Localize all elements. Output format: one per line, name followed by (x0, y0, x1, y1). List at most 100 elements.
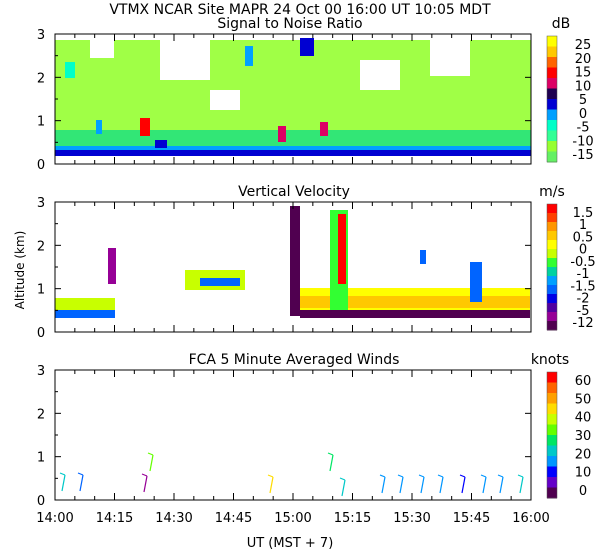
y-tick-label: 3 (37, 28, 45, 43)
winds-title: FCA 5 Minute Averaged Winds (189, 352, 400, 368)
wind-barb (79, 474, 84, 492)
colorbar-swatch (547, 67, 557, 79)
colorbar-label: 15 (575, 66, 592, 81)
wind-barb (61, 474, 66, 492)
wind-barb (519, 476, 524, 494)
colorbar-swatch (547, 294, 557, 304)
snr-blob-7 (96, 120, 102, 134)
y-tick-label: 1 (37, 451, 45, 466)
snr-gap-2 (160, 40, 210, 80)
y-tick-label: 1 (37, 115, 45, 130)
colorbar-label: -1.5 (570, 279, 595, 294)
colorbar-swatch (547, 204, 557, 214)
vel-column-3 (338, 214, 346, 284)
snr-blob-2 (320, 122, 328, 136)
x-tick-label: 15:30 (393, 511, 430, 526)
colorbar-label: 0.5 (573, 230, 594, 245)
snr-blob-6 (245, 46, 253, 66)
colorbar-label: -5 (577, 304, 590, 319)
snr-panel (55, 34, 531, 164)
colorbar-swatch (547, 141, 557, 152)
colorbar-label: 5 (579, 93, 587, 108)
colorbar-frame (546, 35, 558, 163)
x-tick-label: 14:30 (155, 511, 192, 526)
wind-barb (482, 476, 487, 494)
vel-column-5 (470, 262, 482, 302)
colorbar-label: 20 (575, 447, 592, 462)
wind-barb-flag (397, 474, 404, 478)
snr-blob-1 (300, 38, 314, 56)
wind-barb (329, 454, 334, 472)
x-tick-label: 15:00 (274, 511, 311, 526)
snr-unit: dB (552, 16, 571, 32)
wind-barb (269, 476, 274, 494)
colorbar-swatch (547, 109, 557, 121)
snr-gap-1 (90, 40, 114, 58)
colorbar-swatch (547, 477, 557, 488)
wind-barb (381, 476, 386, 494)
snr-blob-8 (155, 140, 167, 148)
colorbar-label: -12 (572, 316, 593, 331)
colorbar-swatch (547, 258, 557, 268)
x-tick-label: 14:00 (36, 511, 73, 526)
colorbar-swatch (547, 249, 557, 259)
vel-mid-layer-2 (200, 278, 240, 286)
colorbar-label: -2 (577, 292, 590, 307)
colorbar-swatch (547, 276, 557, 286)
colorbar-swatch (547, 46, 557, 58)
x-tick-label: 14:45 (215, 511, 252, 526)
colorbar-label: 20 (575, 52, 592, 67)
colorbar-swatch (547, 321, 557, 331)
y-tick-label: 3 (37, 196, 45, 211)
y-tick-label: 2 (37, 239, 45, 254)
wind-barbs (59, 452, 524, 497)
wind-barb-flag (480, 474, 487, 478)
colorbar-swatch (547, 36, 557, 47)
y-tick-label: 0 (37, 158, 45, 173)
colorbar-label: 40 (575, 411, 592, 426)
y-tick-label: 1 (37, 283, 45, 298)
colorbar-swatch (547, 435, 557, 446)
wind-barb-flag (59, 472, 66, 476)
velocity-panel (55, 202, 531, 332)
velocity-field (55, 206, 530, 318)
y-tick-label: 3 (37, 364, 45, 379)
winds-unit: knots (531, 352, 569, 368)
colorbar-swatch (547, 285, 557, 295)
colorbar-swatch (547, 267, 557, 277)
colorbar-swatch (547, 487, 557, 499)
vel-column-1 (290, 206, 300, 316)
vel-column-4 (108, 248, 116, 284)
y-tick-label: 0 (37, 326, 45, 341)
x-tick-label: 15:15 (334, 511, 371, 526)
colorbar-swatch (547, 382, 557, 394)
colorbar-label: 50 (575, 392, 592, 407)
wind-barb-flag (267, 474, 274, 478)
wind-barb-flag (339, 477, 346, 481)
snr-field (55, 38, 531, 156)
colorbar-frame (546, 203, 558, 331)
velocity-unit: m/s (539, 184, 565, 200)
colorbar-swatch (547, 151, 557, 163)
snr-gap-5 (210, 90, 240, 110)
colorbar-swatch (547, 130, 557, 142)
colorbar-swatch (547, 393, 557, 404)
colorbar-swatch (547, 120, 557, 131)
snr-gap-4 (430, 40, 470, 76)
wind-barb-flag (517, 474, 524, 478)
y-tick-label: 2 (37, 407, 45, 422)
colorbar-label: -10 (572, 134, 593, 149)
colorbar-swatch (547, 445, 557, 457)
vel-low-layer-2 (55, 310, 115, 318)
colorbar-label: 0 (579, 107, 587, 122)
wind-barb-flag (327, 452, 334, 456)
velocity-title: Vertical Velocity (238, 184, 350, 200)
colorbar-swatch (547, 240, 557, 250)
colorbar-swatch (547, 372, 557, 383)
colorbar-swatch (547, 312, 557, 322)
colorbar-label: 25 (575, 38, 592, 53)
colorbar-swatch (547, 57, 557, 68)
snr-band-blue (55, 146, 531, 152)
